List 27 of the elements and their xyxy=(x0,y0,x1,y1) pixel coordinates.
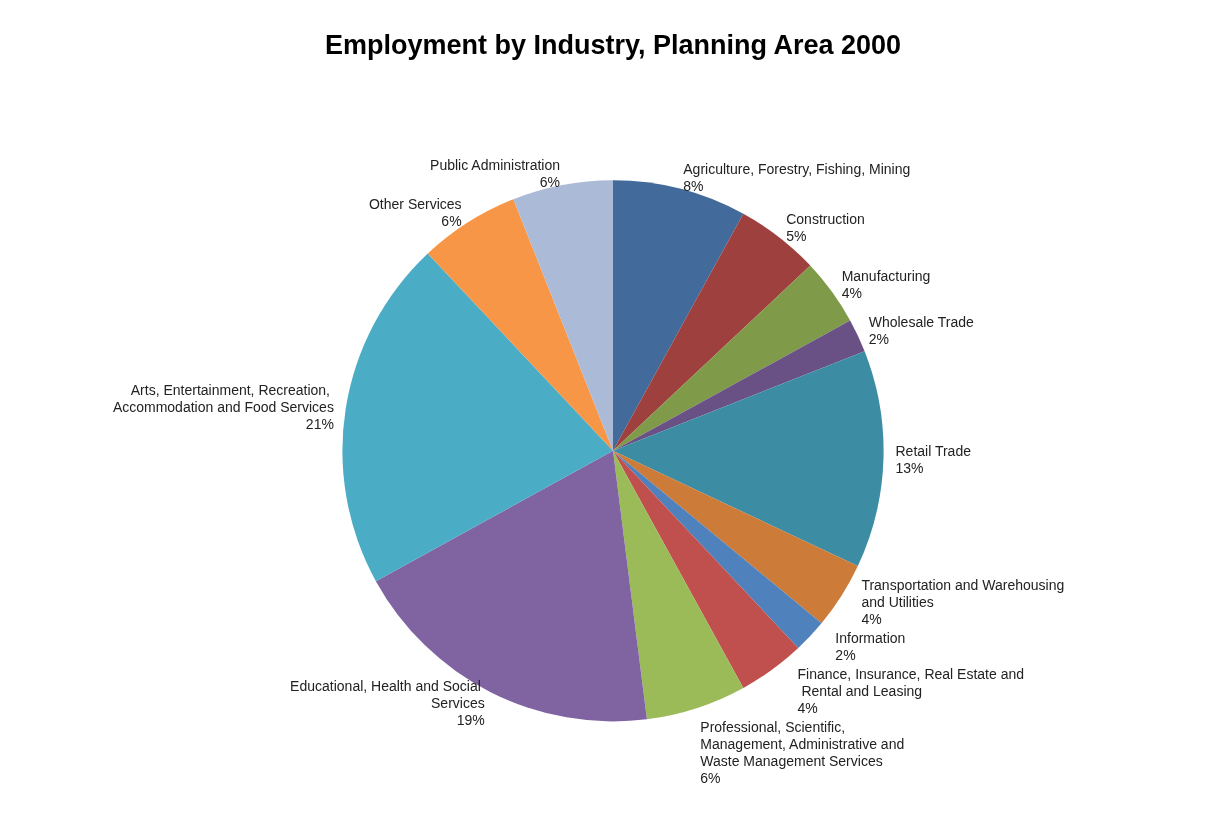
data-label: 13% xyxy=(895,460,924,477)
slice-label: Other Services xyxy=(368,195,462,212)
data-label: 4% xyxy=(841,285,862,302)
data-label: 6% xyxy=(441,212,462,229)
slice-label: Arts, Entertainment, Recreation, Accommodation and Food Services xyxy=(112,381,334,415)
data-label: 6% xyxy=(700,770,721,787)
slice-label: Educational, Health and Social Services xyxy=(290,677,485,711)
data-label: 21% xyxy=(305,415,334,432)
slice-label: Retail Trade xyxy=(895,443,972,460)
slice-label: Information xyxy=(835,630,906,647)
slice-label: Finance, Insurance, Real Estate and Rental and Leasing xyxy=(797,666,1025,700)
slice-label: Construction xyxy=(786,211,865,227)
slice-label: Manufacturing xyxy=(841,268,931,285)
slice-label: Public Administration xyxy=(430,156,561,173)
slice-label: Agriculture, Forestry, Fishing, Mining xyxy=(683,160,911,177)
slice-label: Wholesale Trade xyxy=(868,313,974,330)
data-label: 2% xyxy=(868,330,889,347)
data-label: 2% xyxy=(835,647,856,664)
chart-title: Employment by Industry, Planning Area 2000 xyxy=(324,29,902,60)
data-label: 19% xyxy=(456,711,485,728)
slice-label: Professional, Scientific, Management, Administrative and Waste Management Services xyxy=(700,719,909,770)
data-label: 6% xyxy=(539,173,561,190)
data-label: 4% xyxy=(861,611,882,628)
data-label: 8% xyxy=(683,177,704,194)
data-label: 4% xyxy=(797,700,818,717)
slice-label: Transportation and Warehousing and Utilities xyxy=(861,577,1069,611)
data-label: 5% xyxy=(786,228,807,244)
